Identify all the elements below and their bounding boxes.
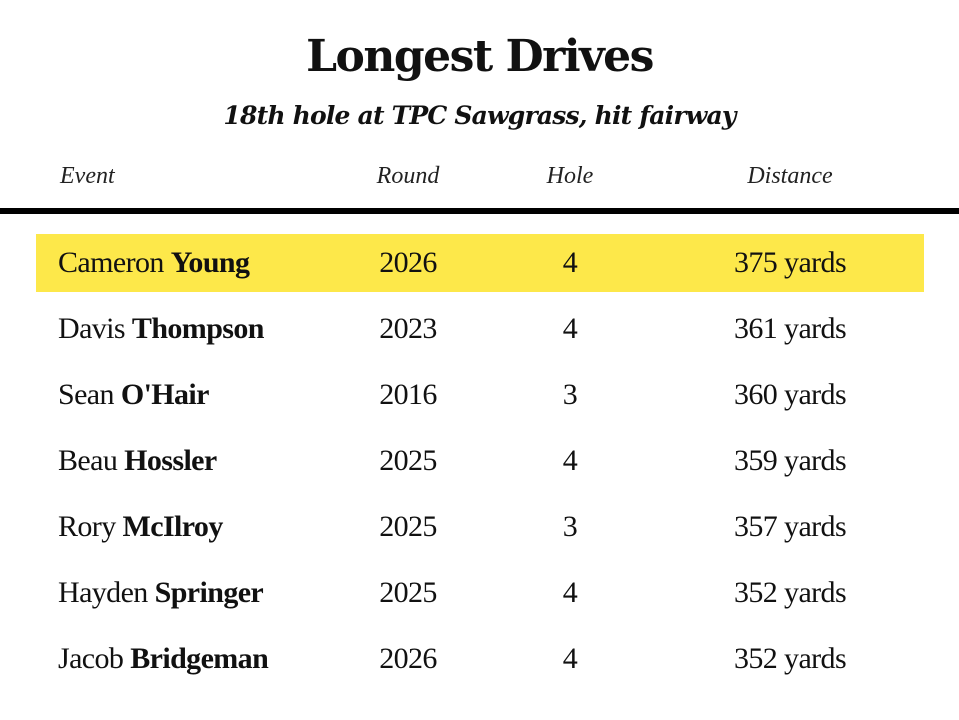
- player-first-name: Sean: [58, 378, 115, 411]
- player-name: Jacob Bridgeman: [58, 630, 269, 688]
- round-value: 2023: [379, 312, 437, 345]
- player-last-name: McIlroy: [122, 510, 224, 543]
- round-value: 2025: [379, 444, 437, 477]
- player-last-name: O'Hair: [120, 378, 210, 411]
- column-header-round: Round: [376, 163, 440, 189]
- round-value: 2026: [379, 642, 437, 675]
- player-first-name: Hayden: [58, 576, 148, 609]
- player-name: Hayden Springer: [58, 564, 264, 622]
- player-last-name: Young: [170, 246, 250, 279]
- table-row: Beau Hossler 2025 4 359 yards: [36, 432, 924, 490]
- hole-value: 3: [562, 510, 578, 543]
- table-row: Davis Thompson 2023 4 361 yards: [36, 300, 924, 358]
- hole-value: 3: [562, 378, 578, 411]
- player-last-name: Hossler: [124, 444, 217, 477]
- player-last-name: Springer: [154, 576, 264, 609]
- table-row: Rory McIlroy 2025 3 357 yards: [36, 498, 924, 556]
- distance-value: 352 yards: [733, 642, 847, 675]
- round-value: 2025: [379, 576, 437, 609]
- hole-value: 4: [562, 246, 578, 279]
- page-subtitle: 18th hole at TPC Sawgrass, hit fairway: [223, 101, 736, 130]
- player-name: Sean O'Hair: [58, 366, 209, 424]
- distance-value: 361 yards: [733, 312, 847, 345]
- player-last-name: Thompson: [131, 312, 265, 345]
- player-first-name: Cameron: [58, 246, 164, 279]
- table-row: Sean O'Hair 2016 3 360 yards: [36, 366, 924, 424]
- distance-value: 359 yards: [733, 444, 847, 477]
- hole-value: 4: [562, 312, 578, 345]
- header-divider: [0, 208, 959, 214]
- player-name: Davis Thompson: [58, 300, 264, 358]
- player-first-name: Rory: [58, 510, 116, 543]
- player-last-name: Bridgeman: [130, 642, 269, 675]
- player-first-name: Davis: [58, 312, 126, 345]
- player-name: Rory McIlroy: [58, 498, 223, 556]
- hole-value: 4: [562, 576, 578, 609]
- table-row-highlighted: Cameron Young 2026 4 375 yards: [36, 234, 924, 292]
- round-value: 2026: [379, 246, 437, 279]
- distance-value: 360 yards: [733, 378, 847, 411]
- column-header-hole: Hole: [546, 163, 594, 189]
- player-first-name: Jacob: [58, 642, 124, 675]
- distance-value: 375 yards: [733, 246, 847, 279]
- round-value: 2025: [379, 510, 437, 543]
- player-name: Beau Hossler: [58, 432, 217, 490]
- round-value: 2016: [379, 378, 437, 411]
- page-title: Longest Drives: [306, 31, 654, 82]
- distance-value: 357 yards: [733, 510, 847, 543]
- column-header-event: Event: [60, 163, 115, 189]
- table-row: Hayden Springer 2025 4 352 yards: [36, 564, 924, 622]
- player-first-name: Beau: [58, 444, 118, 477]
- table-row: Jacob Bridgeman 2026 4 352 yards: [36, 630, 924, 688]
- hole-value: 4: [562, 642, 578, 675]
- distance-value: 352 yards: [733, 576, 847, 609]
- player-name: Cameron Young: [58, 234, 250, 292]
- column-header-distance: Distance: [747, 163, 833, 189]
- hole-value: 4: [562, 444, 578, 477]
